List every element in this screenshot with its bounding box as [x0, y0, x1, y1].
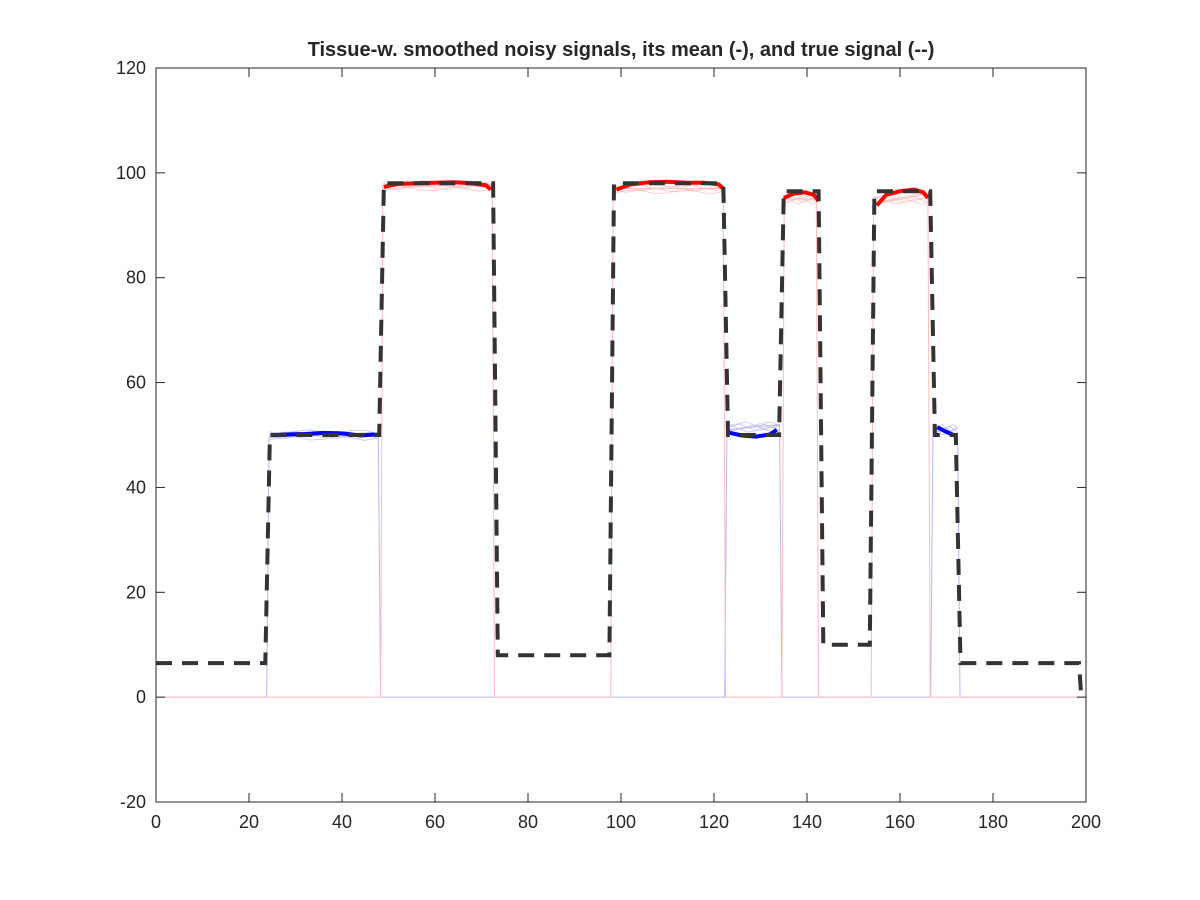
- y-tick-label: 0: [136, 687, 146, 707]
- noisy-realization-line: [382, 185, 493, 191]
- noisy-realization-line: [268, 435, 379, 441]
- x-tick-label: 160: [885, 812, 915, 832]
- y-tick-label: 120: [116, 58, 146, 78]
- y-tick-label: 100: [116, 163, 146, 183]
- y-tick-label: -20: [120, 792, 146, 812]
- noisy-realization-line: [726, 426, 780, 432]
- x-tick-label: 140: [792, 812, 822, 832]
- noisy-realization-line: [726, 423, 780, 429]
- x-tick-label: 80: [518, 812, 538, 832]
- y-tick-label: 80: [126, 268, 146, 288]
- y-axis: -20 0 20 40 60 80 100 120: [116, 58, 1086, 812]
- y-tick-label: 40: [126, 477, 146, 497]
- x-tick-label: 40: [332, 812, 352, 832]
- x-tick-label: 20: [239, 812, 259, 832]
- series-true-signal-line: [156, 181, 1084, 698]
- noisy-realization-line: [783, 199, 817, 205]
- x-tick-label: 200: [1071, 812, 1101, 832]
- noisy-realization-line: [613, 187, 724, 193]
- noisy-realization-line: [784, 198, 817, 204]
- x-tick-label: 120: [699, 812, 729, 832]
- x-axis: 0 20 40 60 80 100 120 140 160 180 200: [151, 68, 1101, 832]
- series-mean-tissue-98-segment: [782, 190, 821, 203]
- y-tick-label: 20: [126, 582, 146, 602]
- noisy-realization-line: [382, 186, 493, 192]
- noisy-realization-line: [613, 189, 724, 195]
- chart-title: Tissue-w. smoothed noisy signals, its me…: [308, 39, 935, 61]
- x-tick-label: 60: [425, 812, 445, 832]
- x-tick-label: 0: [151, 812, 161, 832]
- x-tick-label: 180: [978, 812, 1008, 832]
- plot-area: [156, 179, 1086, 698]
- x-tick-label: 100: [606, 812, 636, 832]
- series-mean-tissue-50-segment: [727, 428, 778, 439]
- y-tick-label: 60: [126, 373, 146, 393]
